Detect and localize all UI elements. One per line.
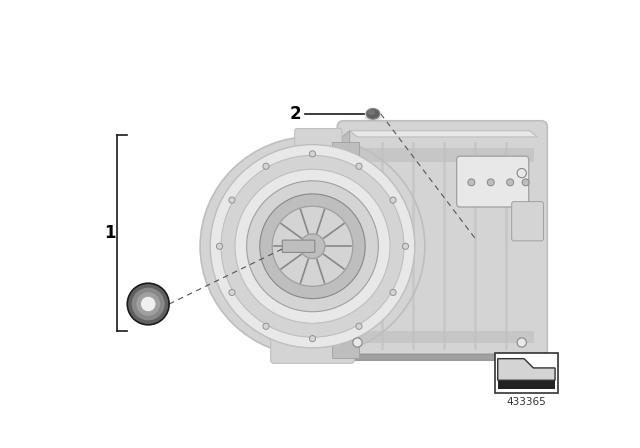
Bar — [412, 142, 415, 350]
Ellipse shape — [200, 137, 425, 356]
Ellipse shape — [364, 115, 381, 121]
Circle shape — [235, 169, 390, 323]
Circle shape — [390, 289, 396, 296]
Circle shape — [468, 179, 475, 186]
Ellipse shape — [366, 108, 380, 119]
Ellipse shape — [367, 110, 375, 115]
Circle shape — [403, 243, 408, 250]
Circle shape — [507, 179, 514, 186]
FancyBboxPatch shape — [337, 121, 547, 360]
Circle shape — [263, 323, 269, 329]
Circle shape — [353, 168, 362, 178]
Circle shape — [356, 323, 362, 329]
FancyBboxPatch shape — [271, 334, 355, 363]
Circle shape — [136, 292, 161, 316]
Polygon shape — [498, 359, 555, 380]
Circle shape — [272, 206, 353, 286]
FancyBboxPatch shape — [457, 156, 529, 207]
Polygon shape — [342, 131, 349, 360]
Bar — [443, 142, 446, 350]
Text: 2: 2 — [290, 105, 301, 123]
FancyBboxPatch shape — [511, 202, 543, 241]
Circle shape — [140, 296, 156, 312]
FancyBboxPatch shape — [282, 240, 315, 252]
Circle shape — [309, 151, 316, 157]
Circle shape — [353, 338, 362, 347]
Circle shape — [131, 287, 165, 321]
Circle shape — [517, 168, 526, 178]
Circle shape — [517, 338, 526, 347]
Polygon shape — [332, 142, 359, 358]
Circle shape — [300, 234, 325, 258]
Circle shape — [127, 283, 169, 325]
Circle shape — [263, 163, 269, 169]
Bar — [381, 142, 384, 350]
Circle shape — [356, 163, 362, 169]
Text: 433365: 433365 — [506, 397, 547, 407]
Circle shape — [260, 194, 365, 299]
FancyBboxPatch shape — [294, 129, 342, 152]
Polygon shape — [349, 131, 537, 137]
Circle shape — [229, 289, 235, 296]
Circle shape — [246, 181, 378, 312]
Circle shape — [216, 243, 223, 250]
Circle shape — [229, 197, 235, 203]
Bar — [498, 380, 555, 389]
Bar — [495, 353, 558, 392]
Circle shape — [309, 336, 316, 342]
Bar — [474, 142, 477, 350]
Circle shape — [221, 155, 404, 337]
Polygon shape — [342, 354, 537, 360]
Bar — [505, 142, 508, 350]
Bar — [345, 148, 534, 162]
Circle shape — [390, 197, 396, 203]
Bar — [345, 331, 534, 343]
Circle shape — [487, 179, 494, 186]
Circle shape — [210, 145, 415, 348]
Text: 1: 1 — [104, 224, 115, 242]
Circle shape — [522, 179, 529, 186]
